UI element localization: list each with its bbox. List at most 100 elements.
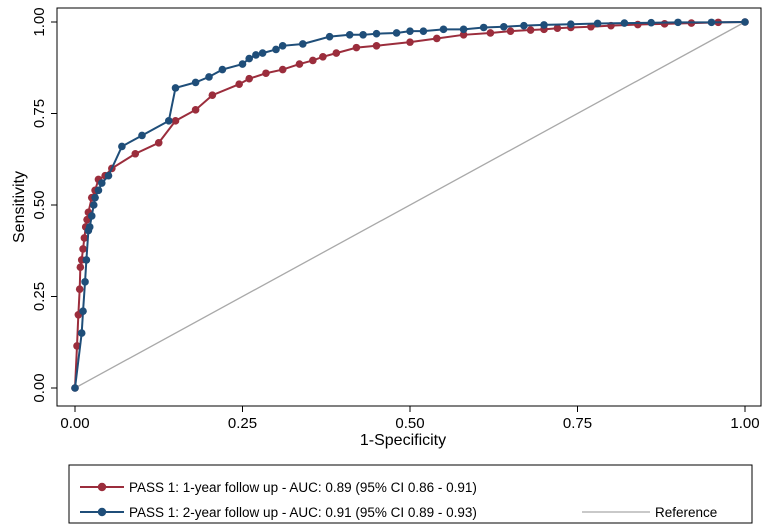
legend-entry-1: PASS 1: 1-year follow up - AUC: 0.89 (95… (80, 480, 477, 495)
data-point (439, 25, 448, 34)
y-tick-label: 1.00 (31, 7, 48, 36)
data-point (252, 51, 260, 59)
data-point (80, 234, 89, 242)
data-point (707, 18, 716, 27)
data-point (352, 43, 361, 52)
data-point (238, 60, 247, 68)
data-point (479, 23, 488, 32)
data-point (500, 22, 508, 31)
data-point (245, 54, 253, 63)
data-point (165, 117, 173, 125)
data-point (372, 41, 381, 50)
data-point (235, 80, 243, 89)
series-3 (74, 21, 746, 389)
legend-label: PASS 1: 1-year follow up - AUC: 0.89 (95… (129, 480, 477, 495)
data-point (76, 263, 85, 272)
data-point (104, 171, 113, 180)
data-point (459, 31, 468, 39)
data-point (392, 29, 401, 37)
data-point (77, 329, 86, 337)
legend-label: Reference (655, 505, 717, 520)
data-point (75, 285, 84, 293)
data-point (526, 26, 535, 34)
data-point (262, 69, 270, 78)
y-tick-label: 0.50 (31, 190, 48, 219)
data-point (567, 20, 575, 28)
data-point (309, 56, 317, 65)
data-point (319, 52, 327, 61)
data-point (486, 29, 495, 37)
data-point (208, 91, 217, 99)
data-point (81, 278, 89, 286)
data-point (332, 49, 341, 57)
data-point (433, 34, 441, 43)
data-point (593, 19, 602, 28)
data-point (138, 131, 146, 140)
reference-line (74, 21, 746, 389)
data-point (647, 18, 655, 27)
x-tick-label: 0.50 (395, 415, 424, 432)
data-point (71, 384, 79, 392)
data-point (674, 18, 682, 27)
axes: 0.00 0.25 0.50 0.75 1.00 0.00 0.25 0.50 0.75 1.00… (11, 7, 762, 449)
data-point (406, 38, 414, 46)
data-point (272, 45, 280, 54)
data-point (741, 18, 749, 26)
data-point (406, 27, 414, 35)
data-point (171, 84, 180, 92)
data-point (245, 74, 253, 83)
plot-frame (56, 7, 762, 407)
data-point (82, 256, 91, 264)
data-point (218, 65, 227, 74)
legend-label: PASS 1: 2-year follow up - AUC: 0.91 (95… (129, 505, 477, 520)
legend-swatch-marker (97, 507, 107, 517)
legend-entry-3: Reference (582, 505, 717, 520)
data-point (325, 32, 334, 41)
data-point (85, 223, 94, 231)
y-axis-title: Sensitivity (11, 171, 28, 243)
data-point (372, 29, 381, 38)
data-point (620, 19, 629, 27)
data-point (98, 179, 106, 187)
data-point (91, 193, 99, 202)
x-tick-label: 1.00 (730, 415, 759, 432)
data-point (118, 142, 126, 151)
data-point (345, 31, 354, 39)
data-point (506, 27, 515, 35)
data-point (205, 73, 213, 81)
data-point (295, 60, 304, 68)
data-point (154, 138, 163, 147)
y-tick-label: 0.00 (31, 373, 48, 402)
data-point (89, 201, 98, 209)
data-point (131, 149, 140, 158)
data-point (278, 65, 287, 74)
data-point (299, 40, 307, 48)
x-axis-title: 1-Specificity (360, 432, 446, 449)
data-point (191, 78, 200, 87)
data-point (79, 307, 87, 315)
data-point (660, 20, 669, 28)
data-point (79, 245, 87, 253)
plot-area (71, 18, 749, 392)
data-point (258, 49, 267, 57)
x-tick-label: 0.25 (228, 415, 257, 432)
legend-box (68, 464, 753, 524)
y-tick-label: 0.25 (31, 282, 48, 311)
data-point (87, 212, 96, 220)
series-2 (71, 18, 749, 392)
legend-swatch-marker (97, 482, 107, 492)
data-point (520, 21, 528, 30)
data-point (553, 24, 562, 33)
data-point (191, 106, 200, 114)
x-tick-label: 0.00 (60, 415, 89, 432)
legend-entry-2: PASS 1: 2-year follow up - AUC: 0.91 (95… (80, 505, 477, 520)
data-point (171, 117, 180, 125)
data-point (94, 186, 103, 195)
data-point (278, 41, 287, 50)
data-point (540, 21, 548, 29)
legend: PASS 1: 1-year follow up - AUC: 0.89 (95… (68, 464, 753, 524)
data-point (359, 31, 367, 39)
x-tick-label: 0.75 (563, 415, 592, 432)
data-point (587, 22, 595, 31)
